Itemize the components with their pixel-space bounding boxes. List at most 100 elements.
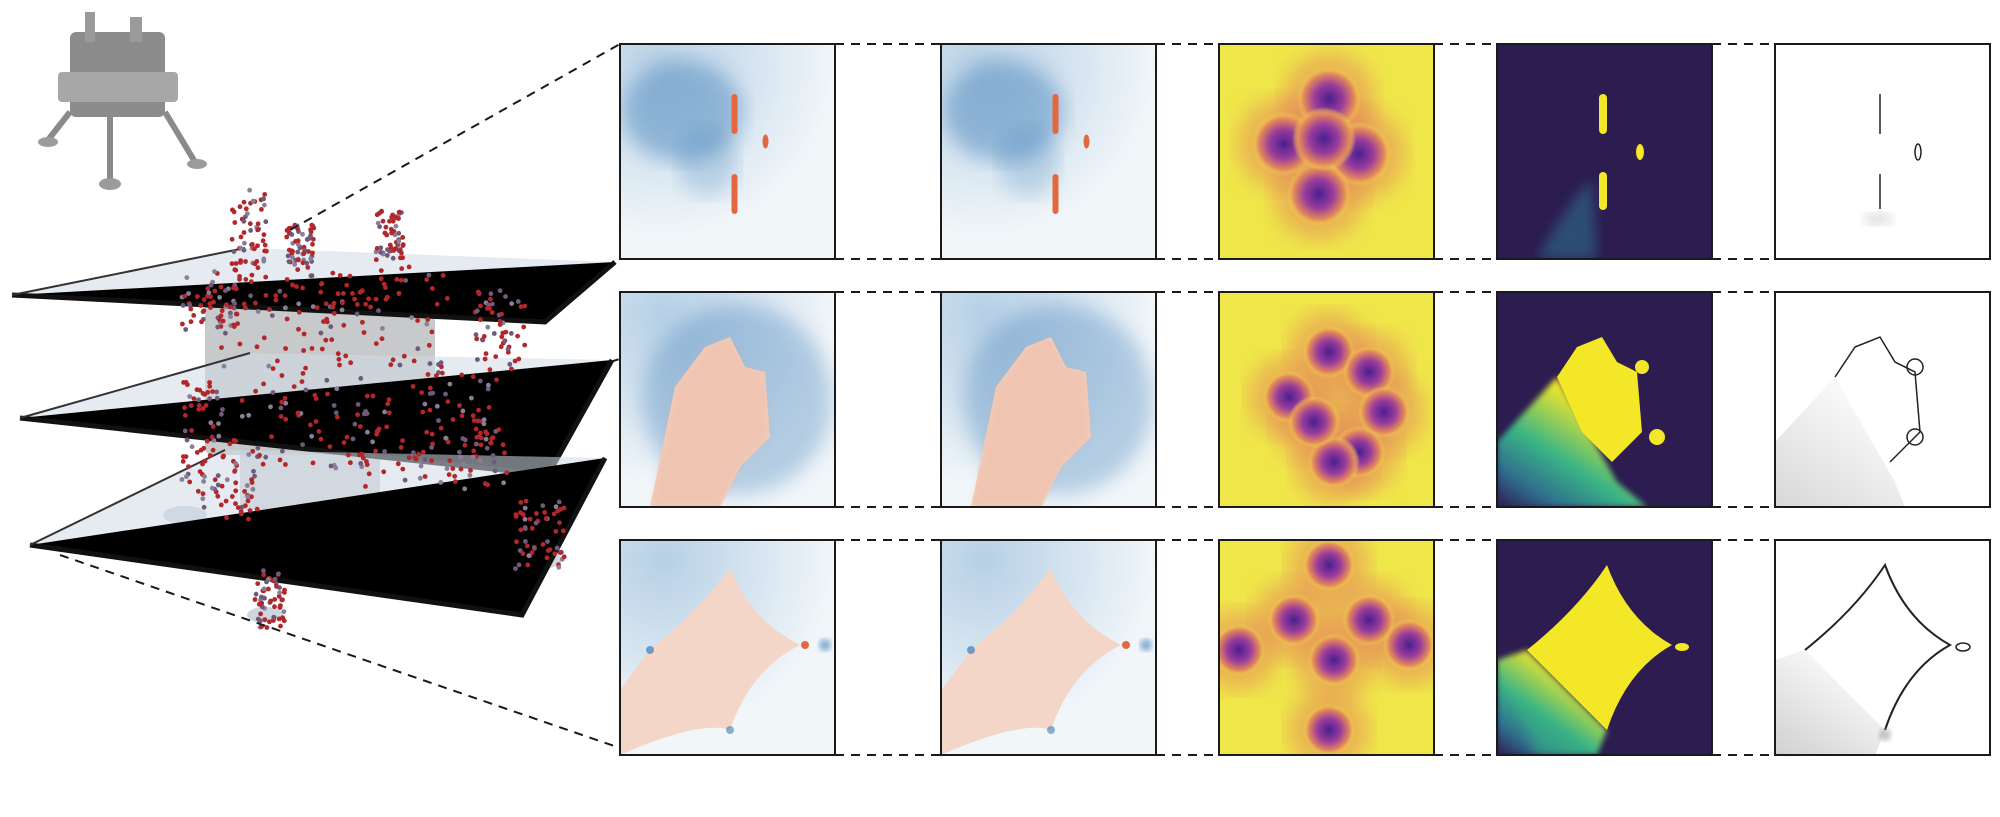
point-cloud-dot (205, 286, 211, 291)
point-cloud-dot (250, 198, 256, 204)
point-cloud-dot (335, 351, 341, 357)
point-cloud-dot (261, 196, 266, 202)
point-cloud-dot (499, 311, 504, 317)
point-cloud-dot (402, 477, 408, 483)
point-cloud-dot (227, 441, 233, 447)
point-cloud-dot (207, 380, 213, 385)
point-cloud-dot (330, 270, 336, 276)
density-blob (1303, 540, 1355, 591)
point-cloud-dot (205, 389, 211, 395)
point-cloud-dot (270, 366, 276, 371)
density-blob (1383, 619, 1434, 671)
point-cloud-dot (544, 555, 550, 561)
point-cloud-dot (473, 332, 479, 338)
point-cloud-dot (497, 322, 503, 327)
point-cloud-dot (238, 234, 244, 240)
point-cloud-dot (263, 293, 269, 298)
point-cloud-dot (201, 479, 207, 484)
point-cloud-dot (361, 411, 367, 417)
density-blob (1287, 162, 1351, 226)
point-cloud-dot (200, 461, 205, 467)
point-cloud-dot (318, 289, 324, 295)
point-cloud-dot (243, 277, 249, 282)
point-cloud-dot (424, 321, 430, 327)
point-cloud-dot (474, 441, 479, 447)
point-cloud-dot (218, 313, 224, 319)
point-cloud-dot (443, 435, 449, 441)
point-cloud-dot (221, 363, 227, 369)
point-cloud-dot (388, 362, 394, 368)
point-cloud-dot (323, 337, 329, 343)
point-cloud-dot (478, 317, 483, 323)
point-cloud-dot (364, 393, 370, 399)
point-cloud-dot (396, 230, 402, 236)
point-cloud-dot (498, 344, 504, 350)
point-cloud-dot (233, 267, 239, 273)
point-cloud-dot (242, 489, 248, 494)
point-cloud-dot (323, 301, 329, 307)
point-cloud-dot (185, 382, 190, 388)
density-blob (1303, 326, 1355, 378)
point-cloud-dot (553, 528, 559, 534)
heatmap-row-middle-col5 (1775, 292, 1990, 507)
point-cloud-dot (475, 289, 481, 295)
point-cloud-dot (376, 308, 381, 313)
point-cloud-dot (324, 319, 330, 325)
point-cloud-dot (207, 396, 213, 402)
point-cloud-dot (406, 455, 412, 461)
point-cloud-dot (207, 453, 213, 458)
point-cloud-dot (280, 448, 285, 454)
point-cloud-dot (262, 202, 267, 208)
point-cloud-dot (188, 319, 194, 325)
point-cloud-dot (486, 405, 492, 410)
point-cloud-dot (445, 439, 451, 445)
point-cloud-dot (304, 260, 310, 266)
point-cloud-dot (545, 539, 550, 544)
point-cloud-dot (324, 377, 330, 383)
point-cloud-dot (378, 276, 384, 282)
point-cloud-dot (215, 493, 221, 499)
point-cloud-dot (415, 318, 420, 323)
heatmap-frame (1774, 43, 1991, 260)
point-cloud-dot (180, 321, 185, 327)
point-cloud-dot (383, 224, 389, 230)
point-cloud-dot (183, 327, 189, 332)
point-cloud-dot (276, 571, 281, 577)
point-cloud-dot (554, 545, 560, 551)
point-cloud-dot (518, 304, 524, 310)
point-cloud-dot (303, 365, 308, 371)
point-cloud-dot (243, 259, 248, 264)
point-cloud-dot (233, 501, 238, 506)
point-cloud-dot (215, 324, 221, 330)
point-cloud-dot (489, 310, 495, 315)
point-cloud-dot (522, 342, 528, 348)
point-cloud-dot (207, 383, 213, 389)
point-cloud-dot (309, 433, 315, 439)
point-cloud-dot (272, 597, 278, 602)
point-cloud-dot (229, 261, 235, 267)
heatmap-row-top-col2 (941, 44, 1156, 259)
point-cloud-dot (187, 302, 193, 308)
heatmap-row-middle-col3 (1219, 292, 1434, 507)
point-cloud-dot (552, 551, 558, 557)
point-cloud-dot (378, 268, 384, 273)
point-cloud-dot (282, 590, 287, 595)
point-cloud-dot (360, 455, 366, 461)
density-blob (1303, 704, 1355, 755)
point-cloud-dot (312, 392, 318, 398)
point-cloud-dot (393, 223, 399, 229)
point-cloud-dot (382, 449, 387, 454)
point-cloud-dot (398, 277, 404, 283)
point-cloud-dot (223, 330, 228, 336)
point-cloud-dot (251, 468, 256, 474)
point-cloud-dot (219, 483, 225, 489)
point-cloud-dot (434, 403, 440, 409)
point-cloud-dot (509, 366, 514, 372)
point-cloud-dot (286, 259, 292, 264)
point-cloud-dot (300, 371, 306, 376)
point-cloud-dot (310, 241, 315, 247)
point-cloud-dot (334, 386, 340, 392)
point-cloud-dot (396, 239, 402, 244)
point-cloud-dot (531, 545, 537, 550)
point-cloud-dot (274, 584, 279, 589)
